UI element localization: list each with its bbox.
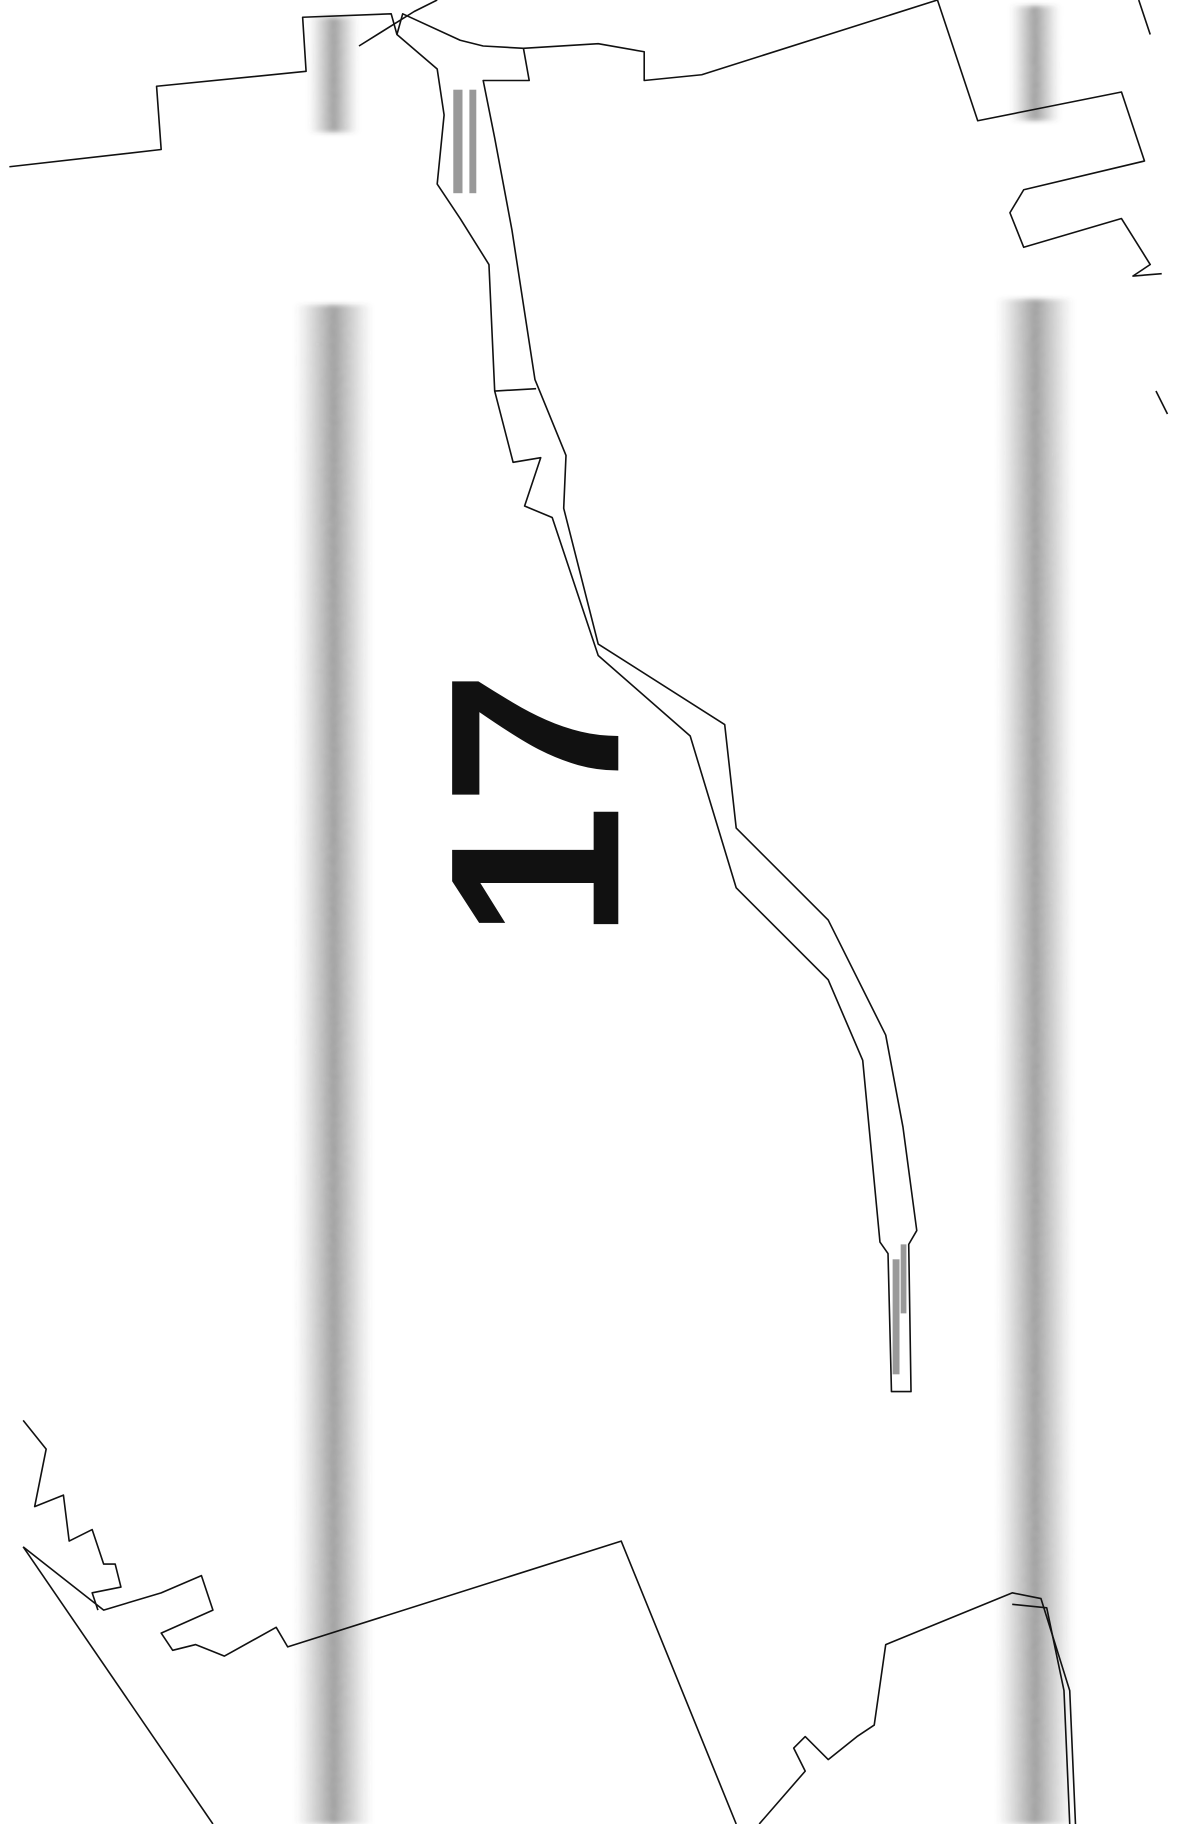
label-mark <box>900 1244 907 1314</box>
scan-band <box>308 17 359 133</box>
boundary-line <box>22 1540 737 1824</box>
boundary-line <box>22 1419 122 1611</box>
scan-band <box>294 304 373 1824</box>
label-mark <box>469 89 477 194</box>
boundary-line <box>358 0 438 47</box>
boundary-line <box>22 1546 214 1824</box>
parcel-label: 17 <box>400 671 670 940</box>
boundary-line <box>523 0 938 82</box>
scan-bands <box>294 5 1075 1824</box>
boundary-line <box>494 387 537 392</box>
scan-band <box>1009 5 1061 121</box>
route-label-marks <box>453 89 907 1375</box>
boundary-line <box>936 0 1162 277</box>
boundary-line <box>9 12 918 1393</box>
label-mark <box>892 1259 900 1375</box>
boundary-line <box>758 1592 1077 1824</box>
boundary-line <box>1137 0 1151 35</box>
boundary-line <box>1012 1603 1071 1824</box>
boundary-line <box>1155 390 1169 415</box>
boundaries <box>9 0 1169 1824</box>
label-mark <box>453 89 463 194</box>
scan-band <box>996 299 1075 1824</box>
